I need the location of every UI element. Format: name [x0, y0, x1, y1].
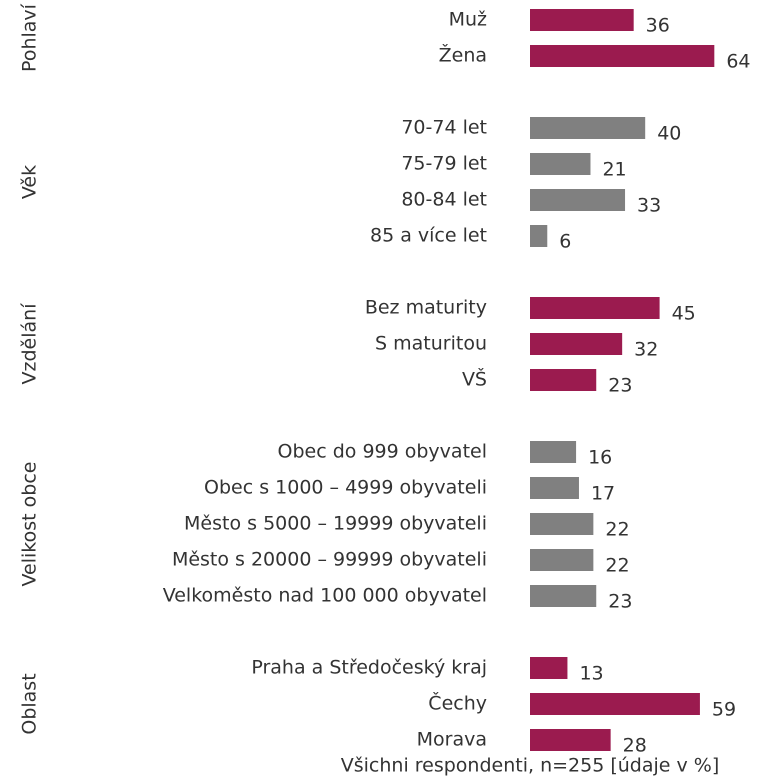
category-label: Obec s 1000 – 4999 obyvateli: [204, 477, 487, 499]
category-label: 80-84 let: [401, 189, 487, 211]
category-label: Město s 5000 – 19999 obyvateli: [184, 513, 487, 535]
value-label: 40: [657, 123, 681, 145]
bar: [530, 693, 700, 715]
value-label: 22: [605, 519, 629, 541]
category-label: Město s 20000 – 99999 obyvateli: [172, 549, 487, 571]
bar: [530, 225, 548, 247]
category-label: Bez maturity: [365, 297, 487, 319]
group-label: Věk: [19, 165, 41, 199]
category-label: Obec do 999 obyvatel: [278, 441, 487, 463]
value-label: 33: [637, 195, 661, 217]
category-label: 85 a více let: [370, 225, 487, 247]
value-label: 28: [623, 735, 647, 757]
category-label: Praha a Středočeský kraj: [251, 657, 487, 679]
value-label: 45: [672, 303, 696, 325]
value-label: 59: [712, 699, 736, 721]
bar: [530, 441, 577, 463]
category-label: Velkoměsto nad 100 000 obyvatel: [163, 585, 487, 607]
bar: [530, 477, 579, 499]
group-label: Velikost obce: [19, 462, 41, 587]
value-label: 6: [559, 231, 571, 253]
category-label: 75-79 let: [401, 153, 487, 175]
bar: [530, 585, 597, 607]
value-label: 36: [646, 15, 670, 37]
bar: [530, 153, 591, 175]
category-label: S maturitou: [375, 333, 487, 355]
category-label: Čechy: [428, 691, 487, 715]
bar: [530, 729, 611, 751]
value-label: 21: [602, 159, 626, 181]
value-label: 32: [634, 339, 658, 361]
value-label: 16: [588, 447, 612, 469]
category-label: 70-74 let: [401, 117, 487, 139]
group-label: Vzdělání: [19, 303, 41, 385]
bar: [530, 513, 594, 535]
value-label: 23: [608, 591, 632, 613]
category-label: Morava: [417, 729, 487, 751]
bar: [530, 657, 568, 679]
bar: [530, 333, 623, 355]
value-label: 64: [726, 51, 750, 73]
bar: [530, 9, 634, 31]
value-label: 17: [591, 483, 615, 505]
value-label: 23: [608, 375, 632, 397]
bar: [530, 45, 715, 67]
group-label: Oblast: [19, 673, 41, 734]
group-label: Pohlaví: [19, 3, 41, 72]
bar: [530, 369, 597, 391]
value-label: 22: [605, 555, 629, 577]
category-label: VŠ: [462, 367, 487, 391]
category-label: Žena: [439, 44, 487, 67]
caption: Všichni respondenti, n=255 [údaje v %]: [341, 755, 720, 777]
bar: [530, 117, 646, 139]
value-label: 13: [579, 663, 603, 685]
bar: [530, 549, 594, 571]
category-label: Muž: [449, 9, 487, 31]
bar: [530, 189, 626, 211]
bar: [530, 297, 660, 319]
